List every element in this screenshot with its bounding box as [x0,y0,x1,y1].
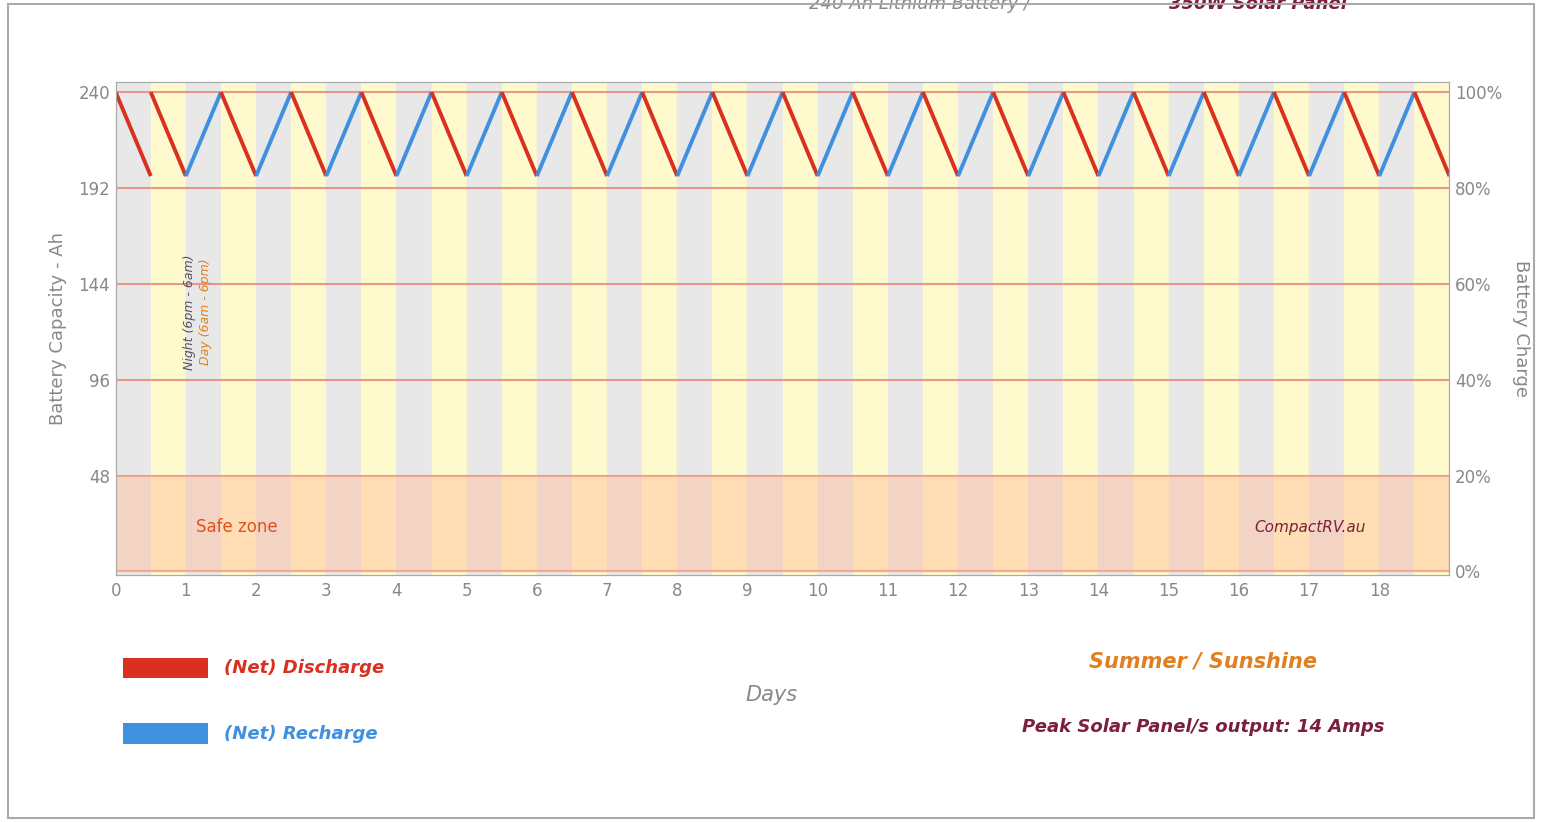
Bar [187,82,221,575]
Text: Night (6pm - 6am): Night (6pm - 6am) [183,254,196,370]
Text: Peak Solar Panel/s output: 14 Amps: Peak Solar Panel/s output: 14 Amps [1021,718,1385,737]
Bar [853,82,888,575]
Bar [467,82,501,575]
Bar [817,82,853,575]
Text: CompactRV.au: CompactRV.au [1254,520,1365,535]
Bar [958,82,993,575]
Bar [327,82,361,575]
Bar [1133,82,1169,575]
Bar [1204,82,1238,575]
Bar [1098,82,1133,575]
Bar [396,82,432,575]
Bar [888,82,924,575]
Bar [151,82,187,575]
Bar [608,82,641,575]
Bar [924,82,958,575]
Text: 240 Ah Lithium Battery /: 240 Ah Lithium Battery / [810,0,1036,13]
Bar [572,82,608,575]
Y-axis label: Battery Capacity - Ah: Battery Capacity - Ah [49,233,68,425]
Bar [1238,82,1274,575]
Bar [1449,82,1485,575]
Bar [1029,82,1064,575]
Text: Summer / Sunshine: Summer / Sunshine [1089,652,1317,672]
Bar [1064,82,1098,575]
Bar [432,82,467,575]
Y-axis label: Battery Charge: Battery Charge [1513,261,1530,397]
Bar [641,82,677,575]
Bar [677,82,712,575]
Bar [537,82,572,575]
Bar [256,82,291,575]
Bar [782,82,817,575]
Text: 350W Solar Panel: 350W Solar Panel [1169,0,1348,13]
Bar [748,82,782,575]
Bar [1169,82,1204,575]
Bar [1379,82,1414,575]
Bar [1274,82,1309,575]
Bar [712,82,748,575]
Bar [221,82,256,575]
Bar [361,82,396,575]
Text: Days: Days [745,685,797,704]
Text: (Net) Discharge: (Net) Discharge [224,659,384,677]
Bar [1414,82,1449,575]
Text: Day (6am - 6pm): Day (6am - 6pm) [199,258,211,365]
Bar [1309,82,1345,575]
Bar [1345,82,1379,575]
Bar [993,82,1029,575]
Text: (Net) Recharge: (Net) Recharge [224,725,378,742]
Bar [1485,82,1520,575]
Bar [291,82,327,575]
Bar [501,82,537,575]
Text: Safe zone: Safe zone [196,519,278,537]
Bar [116,82,151,575]
